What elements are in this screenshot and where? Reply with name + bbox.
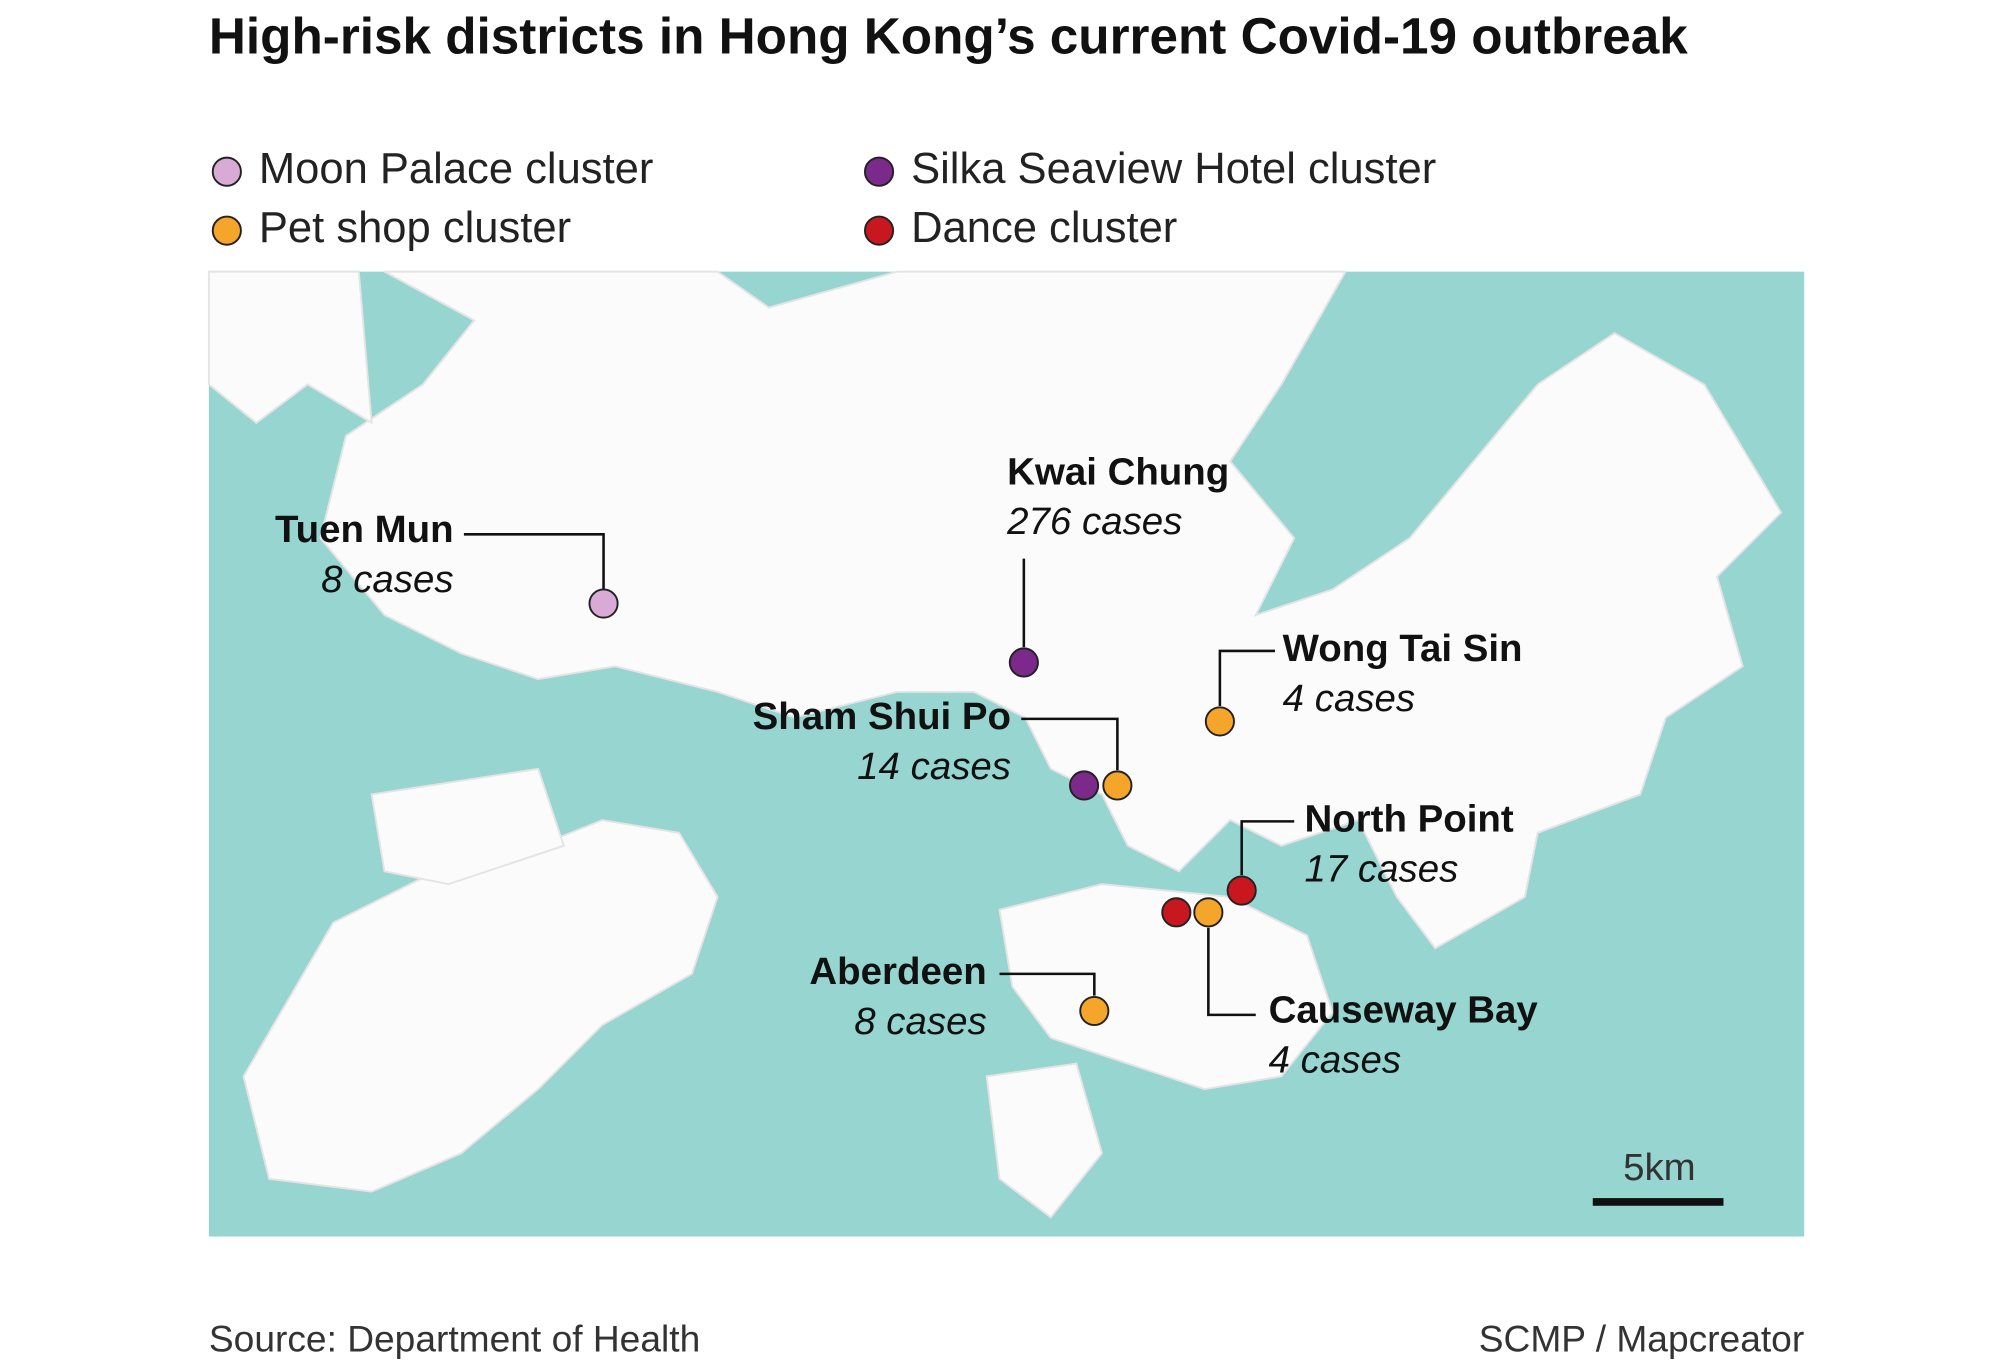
legend-label: Pet shop cluster [259,204,571,252]
cluster-marker [1226,875,1257,906]
legend-label: Silka Seaview Hotel cluster [911,145,1436,193]
cluster-marker [588,588,619,619]
district: Causeway Bay 4 cases [1161,897,1539,1081]
leader-line [1021,717,1119,771]
district-name: Aberdeen [809,950,986,993]
district: Wong Tai Sin 4 cases [1204,627,1523,737]
source: Source: Department of Health [209,1317,700,1359]
district-name: Sham Shui Po [753,695,1011,738]
land [207,270,373,425]
district: Aberdeen 8 cases [809,950,1110,1043]
districts: Tuen Mun 8 cases Kwai Chung 276 cases Wong T… [275,450,1538,1081]
leader-line [1218,649,1275,707]
cluster-marker [1008,647,1039,678]
scale-line [1592,1198,1724,1206]
land [985,1062,1104,1219]
district: North Point 17 cases [1226,798,1514,906]
district-cases: 4 cases [1283,677,1415,720]
legend-label: Moon Palace cluster [259,145,654,193]
land [370,767,566,886]
district-cases: 17 cases [1304,847,1458,890]
district-cases: 8 cases [321,558,453,601]
district: Tuen Mun 8 cases [275,508,619,619]
district-cases: 276 cases [1006,500,1182,543]
leader-line [463,533,605,590]
legend-swatch [211,156,242,187]
land [319,270,1783,950]
legend-swatch [863,156,895,187]
legend: Moon Palace cluster Silka Seaview Hotel c… [211,145,1436,252]
district-name: North Point [1304,798,1513,841]
legend-swatch [863,215,895,246]
credit: SCMP / Mapcreator [1479,1317,1804,1359]
legend-swatch [211,215,242,246]
legend-label: Dance cluster [911,204,1177,252]
scale-label: 5km [1623,1146,1696,1189]
district-name: Causeway Bay [1269,988,1539,1031]
district: Kwai Chung 276 cases [1006,450,1229,678]
map-area [207,270,1805,1237]
leader-line [1207,927,1256,1017]
cluster-marker [1102,770,1133,801]
district-cases: 8 cases [854,1000,986,1043]
cluster-marker [1161,897,1192,928]
district-name: Wong Tai Sin [1283,627,1523,670]
land [998,883,1334,1091]
district-cases: 14 cases [857,745,1011,788]
scale-bar: 5km [1592,1146,1724,1206]
district-cases: 4 cases [1269,1038,1401,1081]
cluster-marker [1079,995,1110,1027]
district: Sham Shui Po 14 cases [753,695,1133,801]
leader-line [1240,820,1295,876]
district-name: Kwai Chung [1007,450,1229,493]
cluster-marker [1193,897,1224,928]
cluster-marker [1204,706,1235,737]
leader-line [999,972,1096,996]
title: High-risk districts in Hong Kong’s curre… [209,7,1688,64]
district-name: Tuen Mun [275,508,454,551]
cluster-marker [1069,770,1100,801]
